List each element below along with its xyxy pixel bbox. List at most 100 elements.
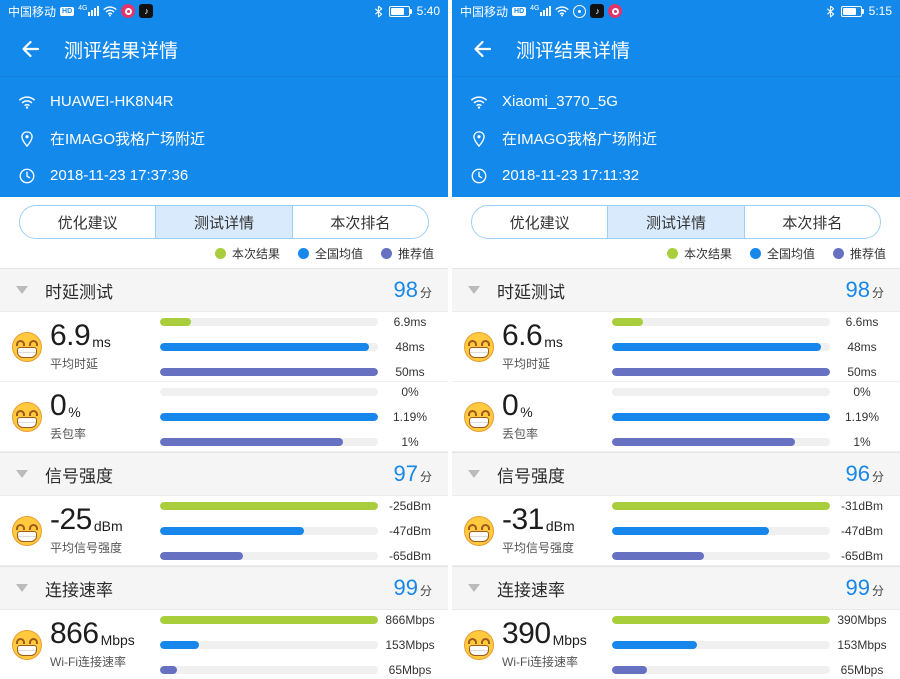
grinning-emoji-icon: [12, 515, 42, 546]
section-header[interactable]: 连接速率 99 分: [452, 566, 900, 610]
phone-panel-left: 中国移动 HD 4G ♪ 5:40 测评结果详情: [0, 0, 448, 679]
bar-recommended: [612, 367, 830, 376]
bar-current: [160, 501, 378, 510]
green-dot-icon: [214, 247, 226, 259]
app-bar: 测评结果详情: [0, 22, 448, 77]
purple-dot-icon: [380, 247, 392, 259]
bar-value-label: 1.19%: [844, 409, 880, 424]
legend-item-recommended: 推荐值: [380, 245, 434, 262]
tab-bar: 优化建议 测试详情 本次排名: [19, 205, 429, 239]
grinning-emoji-icon: [464, 331, 494, 362]
section-header[interactable]: 信号强度 97 分: [0, 452, 448, 496]
tab-ranking[interactable]: 本次排名: [291, 206, 428, 238]
bar-value-label: 6.9ms: [393, 314, 427, 329]
clock-icon: [471, 168, 487, 183]
bar-chart: -25dBm -47dBm -65dBm: [154, 500, 442, 562]
bar-value-label: -25dBm: [388, 498, 432, 513]
bar-value-label: 50ms: [847, 364, 877, 379]
bar-value-label: 1%: [401, 434, 419, 449]
bar-value-label: 6.6ms: [845, 314, 879, 329]
bar-value-label: 48ms: [395, 339, 425, 354]
bar-track: [612, 342, 830, 351]
bar-value-label: 1%: [853, 434, 871, 449]
bar-recommended: [612, 437, 796, 446]
metric-row-packet-loss: 0% 丢包率 0% 1.19% 1%: [0, 382, 448, 452]
metric-unit: Mbps: [100, 632, 135, 648]
section-title: 时延测试: [45, 282, 113, 302]
bluetooth-icon: [374, 5, 382, 17]
legend-item-national-avg: 全国均值: [297, 245, 363, 262]
clock-icon: [19, 168, 35, 183]
section-title: 时延测试: [497, 282, 565, 302]
bar-track: [160, 367, 378, 376]
legend-item-current: 本次结果: [214, 245, 280, 262]
back-button[interactable]: [18, 37, 42, 61]
legend-item-current: 本次结果: [666, 245, 732, 262]
section-header[interactable]: 连接速率 99 分: [0, 566, 448, 610]
section-header[interactable]: 时延测试 98 分: [452, 268, 900, 312]
location-value: 在IMAGO我格广场附近: [50, 131, 206, 148]
bar-value-label: 65Mbps: [388, 662, 432, 677]
section-header[interactable]: 信号强度 96 分: [452, 452, 900, 496]
metric-label: 平均信号强度: [502, 541, 575, 555]
bar-value-label: -65dBm: [840, 548, 884, 563]
section-score: 99 分: [393, 575, 433, 600]
bar-track: [160, 317, 378, 326]
status-time: 5:15: [868, 4, 892, 18]
bar-chart: -31dBm -47dBm -65dBm: [606, 500, 894, 562]
bar-national-avg: [612, 640, 698, 649]
blue-dot-icon: [297, 247, 309, 259]
bar-recommended: [160, 551, 243, 560]
metric-row-wifi-rate: 866 Mbps Wi-Fi连接速率 866Mbps 153Mbps 65Mbps: [0, 610, 448, 679]
metric-unit: %: [68, 404, 81, 420]
tab-test-details[interactable]: 测试详情: [155, 206, 292, 238]
ssid-line: Xiaomi_3770_5G: [470, 83, 900, 120]
datetime-value: 2018-11-23 17:37:36: [50, 167, 189, 184]
section-latency: 时延测试 98 分 6.9 ms 平均时延 6.9ms 48ms 50ms 0%: [0, 268, 448, 452]
section-header[interactable]: 时延测试 98 分: [0, 268, 448, 312]
datetime-line: 2018-11-23 17:11:32: [470, 157, 900, 194]
bar-value-label: -31dBm: [840, 498, 884, 513]
blue-dot-icon: [749, 247, 761, 259]
wifi-status-icon: [103, 6, 118, 17]
back-button[interactable]: [470, 37, 494, 61]
tab-optimization-advice[interactable]: 优化建议: [57, 214, 118, 232]
collapse-triangle-icon: [16, 470, 28, 478]
section-score: 97 分: [393, 461, 433, 486]
record-app-icon: [121, 4, 136, 18]
status-bar: 中国移动 HD 4G ♪ 5:40: [0, 0, 448, 22]
metric-row-packet-loss: 0% 丢包率 0% 1.19% 1%: [452, 382, 900, 452]
bar-track: [612, 640, 830, 649]
section-title: 信号强度: [497, 466, 565, 486]
bar-recommended: [160, 437, 344, 446]
section-connection-rate: 连接速率 99 分 866 Mbps Wi-Fi连接速率 866Mbps 153Mb…: [0, 566, 448, 679]
bar-recommended: [612, 551, 704, 560]
bar-current: [160, 615, 378, 624]
bar-track: [160, 387, 378, 396]
bar-track: [160, 501, 378, 510]
bar-national-avg: [612, 342, 822, 351]
mobile-signal-icon: 4G: [78, 5, 100, 16]
tab-optimization-advice[interactable]: 优化建议: [509, 214, 570, 232]
tab-ranking[interactable]: 本次排名: [743, 206, 880, 238]
tiktok-app-icon: ♪: [139, 4, 154, 18]
bar-value-label: 1.19%: [392, 409, 428, 424]
grinning-emoji-icon: [464, 515, 494, 546]
tab-test-details[interactable]: 测试详情: [607, 206, 744, 238]
status-time: 5:40: [416, 4, 440, 18]
metric-unit: ms: [92, 334, 111, 350]
metric-value: 6.6: [502, 319, 543, 352]
grinning-emoji-icon: [464, 401, 494, 432]
tiktok-app-icon: ♪: [590, 4, 605, 18]
section-signal-strength: 信号强度 97 分 -25 dBm 平均信号强度 -25dBm -47dBm -65…: [0, 452, 448, 566]
bar-track: [612, 387, 830, 396]
metric-label: 平均时延: [502, 357, 551, 371]
metric-label: 丢包率: [50, 427, 87, 441]
location-pin-icon: [21, 130, 33, 147]
metric-value: 0: [502, 389, 519, 422]
bar-value-label: 153Mbps: [837, 637, 887, 652]
legend-item-recommended: 推荐值: [832, 245, 886, 262]
phone-panel-right: 中国移动 HD 4G ♪ 5:15 测评结果详情: [452, 0, 900, 679]
bar-national-avg: [160, 640, 200, 649]
